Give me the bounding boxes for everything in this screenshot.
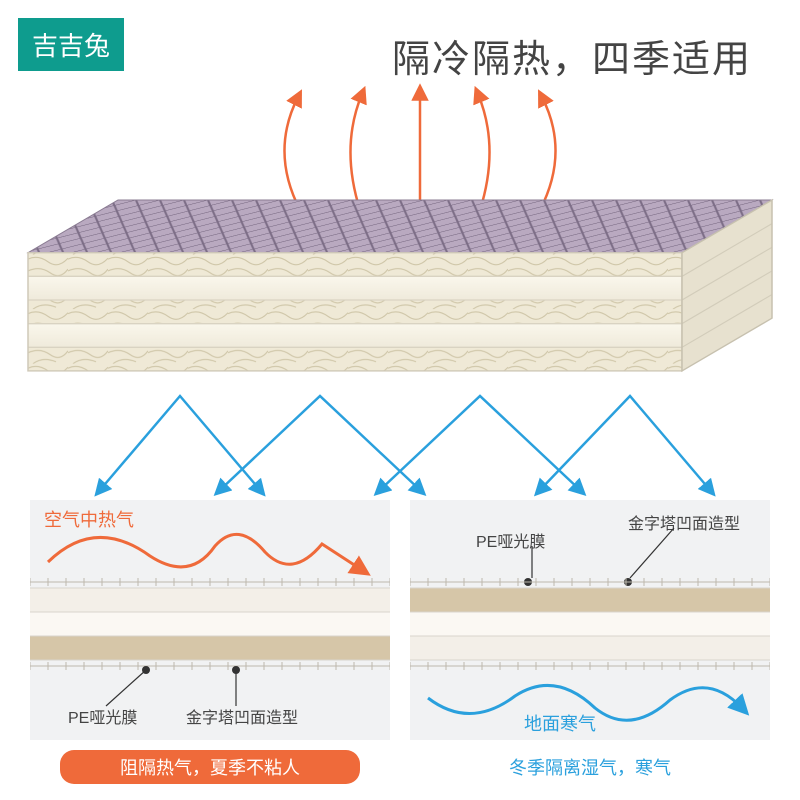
cold-lead-label: 地面寒气 <box>524 710 596 736</box>
panel-heat: 空气中热气 <box>30 500 390 740</box>
label-pe-left: PE哑光膜 <box>68 704 137 728</box>
heat-wave <box>40 522 380 577</box>
heat-cross-section <box>30 578 390 670</box>
label-cone-left: 金字塔凹面造型 <box>186 704 298 728</box>
slab-3d <box>28 200 772 400</box>
caption-cold: 冬季隔离湿气，寒气 <box>440 750 740 784</box>
caption-heat: 阻隔热气，夏季不粘人 <box>60 750 360 784</box>
detail-panels: 空气中热气 <box>0 500 800 800</box>
hero-diagram <box>0 70 800 490</box>
heat-arrows <box>260 82 580 212</box>
cold-arrows <box>80 390 720 500</box>
panel-cold: PE哑光膜 金字塔凹面造型 <box>410 500 770 740</box>
brand-badge: 吉吉兔 <box>18 18 124 71</box>
cold-cross-section <box>410 578 770 670</box>
